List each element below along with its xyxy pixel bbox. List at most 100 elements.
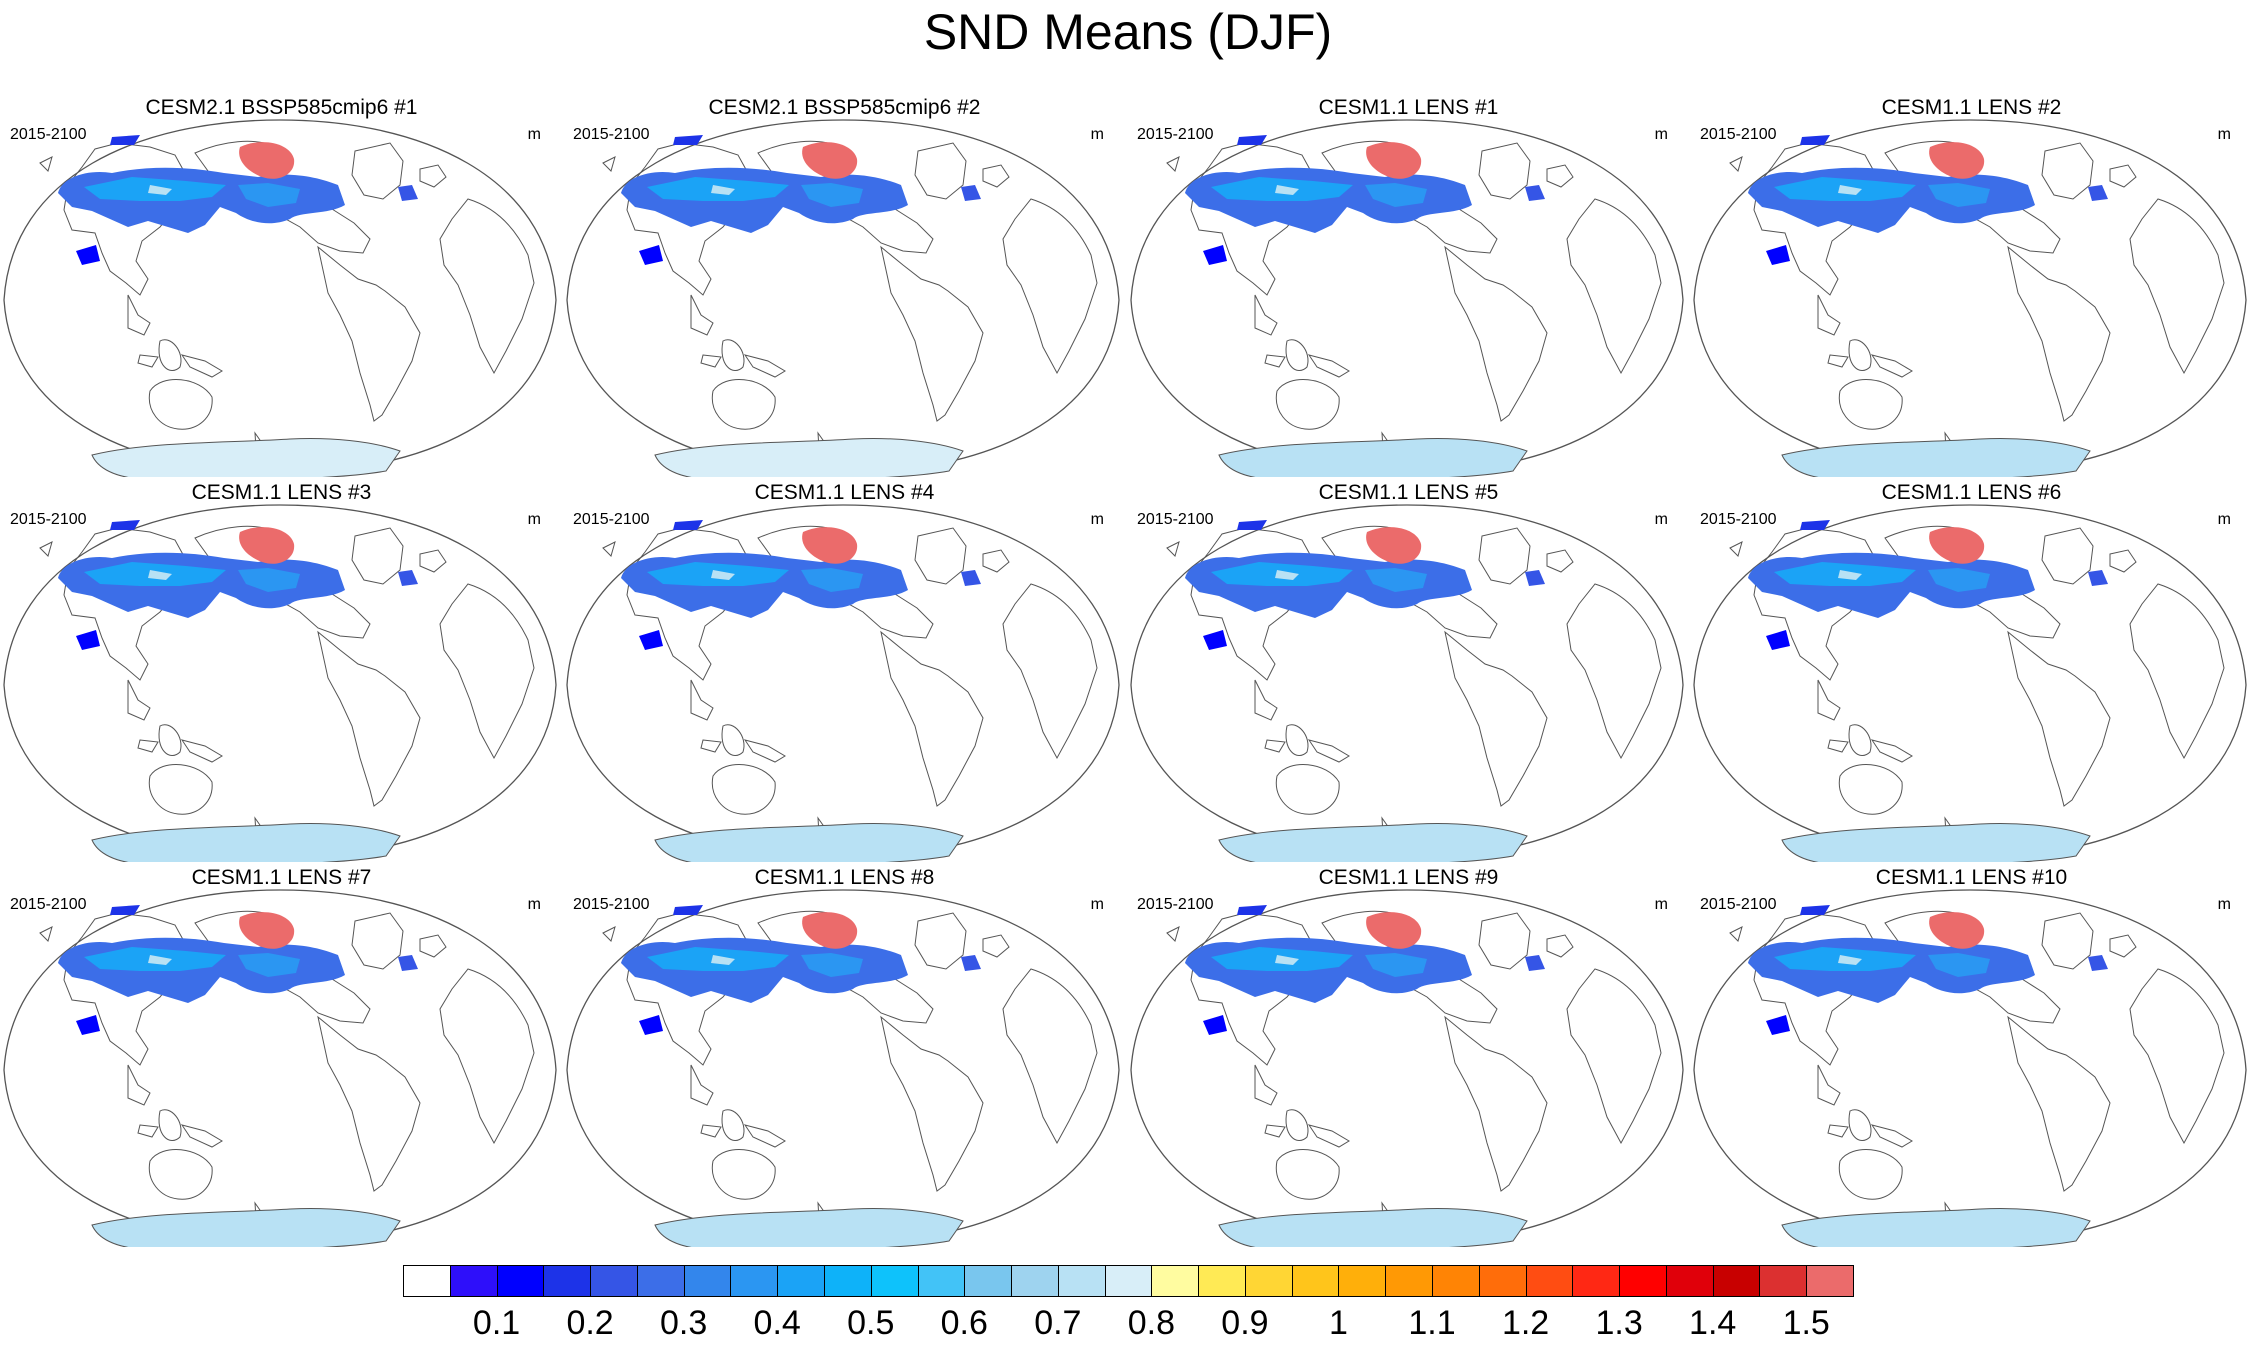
map-panel: CESM1.1 LENS #5 2015-2100 m: [1127, 480, 1690, 862]
panel-title: CESM1.1 LENS #7: [191, 866, 372, 889]
snow-cover: [1748, 520, 2108, 862]
panel-title: CESM1.1 LENS #9: [1318, 866, 1499, 889]
snow-cover: [1185, 135, 1545, 477]
panel-period: 2015-2100: [10, 896, 87, 913]
colorbar-box: [1198, 1265, 1246, 1297]
panel-title: CESM1.1 LENS #1: [1318, 96, 1499, 119]
main-title: SND Means (DJF): [923, 4, 1333, 60]
colorbar-box: [823, 1265, 872, 1297]
colorbar-box: [590, 1265, 638, 1297]
colorbar-label: 1.2: [1501, 1304, 1550, 1342]
snow-cover: [621, 135, 981, 477]
snow-cover: [1185, 905, 1545, 1247]
colorbar-box: [543, 1265, 592, 1297]
snow-cover: [1748, 905, 2108, 1247]
world-map: [566, 504, 1120, 862]
world-map: [3, 504, 557, 862]
panel-period: 2015-2100: [1137, 511, 1214, 528]
world-map: [1693, 119, 2247, 477]
panel-units: m: [527, 126, 541, 143]
antarctica: [1781, 1208, 2091, 1247]
snow-cover: [621, 905, 981, 1247]
world-map: [566, 119, 1120, 477]
colorbar-box: [1572, 1265, 1621, 1297]
map-panel: CESM1.1 LENS #3 2015-2100 m: [0, 480, 563, 862]
panel-period: 2015-2100: [573, 511, 650, 528]
antarctica: [654, 823, 964, 862]
map-panel: CESM1.1 LENS #7 2015-2100 m: [0, 865, 563, 1247]
colorbar: [403, 1265, 1854, 1299]
panel-units: m: [1090, 511, 1104, 528]
world-map: [566, 889, 1120, 1247]
panel-title: CESM2.1 BSSP585cmip6 #1: [145, 96, 418, 119]
colorbar-box: [1432, 1265, 1480, 1297]
colorbar-label: 0.1: [472, 1304, 521, 1342]
panel-period: 2015-2100: [1700, 126, 1777, 143]
colorbar-box: [1104, 1265, 1153, 1297]
panel-period: 2015-2100: [10, 511, 87, 528]
colorbar-label: 0.8: [1127, 1304, 1175, 1342]
colorbar-label: 1.3: [1595, 1304, 1643, 1342]
world-map: [1130, 504, 1684, 862]
panel-title: CESM1.1 LENS #6: [1881, 481, 2062, 504]
panel-units: m: [2217, 126, 2231, 143]
antarctica: [654, 1208, 964, 1247]
colorbar-label: 0.7: [1034, 1304, 1082, 1342]
panel-period: 2015-2100: [1137, 126, 1214, 143]
map-panel: CESM1.1 LENS #1 2015-2100 m: [1127, 95, 1690, 477]
colorbar-box: [1806, 1265, 1854, 1297]
colorbar-box: [1011, 1265, 1059, 1297]
colorbar-box: [1619, 1265, 1667, 1297]
panel-period: 2015-2100: [1700, 511, 1777, 528]
panel-period: 2015-2100: [1700, 896, 1777, 913]
colorbar-box: [777, 1265, 825, 1297]
map-panel: CESM1.1 LENS #2 2015-2100 m: [1690, 95, 2253, 477]
snow-cover: [58, 905, 418, 1247]
map-panel: CESM1.1 LENS #10 2015-2100 m: [1690, 865, 2253, 1247]
colorbar-box: [683, 1265, 732, 1297]
panel-period: 2015-2100: [10, 126, 87, 143]
colorbar-box: [870, 1265, 919, 1297]
world-map: [3, 119, 557, 477]
coastlines: [39, 140, 535, 451]
panel-period: 2015-2100: [1137, 896, 1214, 913]
panel-units: m: [1654, 896, 1668, 913]
colorbar-box: [964, 1265, 1013, 1297]
snow-cover: [1748, 135, 2108, 477]
panel-title: CESM1.1 LENS #4: [754, 481, 935, 504]
world-map: [3, 889, 557, 1247]
antarctica: [1218, 823, 1528, 862]
antarctica: [91, 1208, 401, 1247]
panel-units: m: [1090, 126, 1104, 143]
colorbar-label: 0.4: [753, 1304, 801, 1342]
map-panel: CESM2.1 BSSP585cmip6 #1 2015-2100 m: [0, 95, 563, 477]
colorbar-box: [1712, 1265, 1761, 1297]
panel-title: CESM2.1 BSSP585cmip6 #2: [708, 96, 981, 119]
panel-title: CESM1.1 LENS #3: [191, 481, 372, 504]
colorbar-box: [1385, 1265, 1434, 1297]
panel-title: CESM1.1 LENS #2: [1881, 96, 2062, 119]
colorbar-box: [496, 1265, 545, 1297]
colorbar-box: [1291, 1265, 1340, 1297]
colorbar-label: 1.4: [1689, 1304, 1737, 1342]
colorbar-label: 1.5: [1782, 1304, 1830, 1342]
colorbar-box: [730, 1265, 779, 1297]
antarctica: [1218, 1208, 1528, 1247]
map-panel: CESM1.1 LENS #4 2015-2100 m: [563, 480, 1126, 862]
colorbar-label: 1.1: [1408, 1304, 1456, 1342]
antarctica: [654, 438, 964, 477]
panel-period: 2015-2100: [573, 126, 650, 143]
map-panel: CESM2.1 BSSP585cmip6 #2 2015-2100 m: [563, 95, 1126, 477]
antarctica: [91, 438, 401, 477]
panel-title: CESM1.1 LENS #8: [754, 866, 935, 889]
colorbar-box: [1057, 1265, 1106, 1297]
colorbar-box: [403, 1265, 451, 1297]
colorbar-label: 0.5: [847, 1304, 895, 1342]
colorbar-box: [1338, 1265, 1387, 1297]
coastlines: [1729, 910, 2225, 1221]
colorbar-label: 0.3: [660, 1304, 708, 1342]
world-map: [1693, 504, 2247, 862]
panel-units: m: [1654, 126, 1668, 143]
snow-cover: [58, 135, 418, 477]
snow-cover: [621, 520, 981, 862]
